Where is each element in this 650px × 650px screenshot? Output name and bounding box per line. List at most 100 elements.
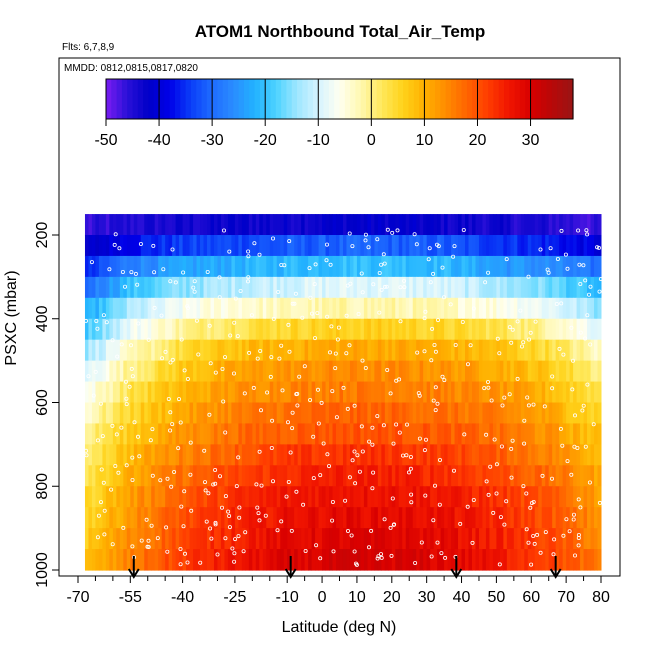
heatmap-cell	[287, 381, 292, 404]
heatmap-cell	[210, 297, 215, 320]
heatmap-cell	[461, 507, 466, 529]
heatmap-cell	[336, 339, 340, 362]
heatmap-cell	[262, 276, 267, 299]
heatmap-cell	[220, 486, 225, 508]
heatmap-cell	[395, 486, 400, 508]
heatmap-cell	[217, 486, 222, 508]
heatmap-cell	[234, 444, 239, 466]
heatmap-cell	[405, 465, 410, 487]
heatmap-cell	[388, 528, 393, 550]
heatmap-cell	[478, 381, 483, 404]
heatmap-cell	[370, 339, 375, 362]
track-point	[379, 262, 384, 267]
heatmap-cell	[454, 444, 459, 466]
heatmap-cell	[342, 360, 347, 383]
heatmap-cell	[391, 214, 396, 236]
heatmap-cell	[569, 507, 574, 529]
heatmap-cell	[304, 507, 309, 529]
heatmap-cell	[297, 549, 302, 571]
heatmap-cell	[478, 255, 483, 278]
heatmap-cell	[496, 255, 501, 278]
heatmap-cell	[311, 507, 316, 529]
heatmap-cell	[353, 360, 358, 383]
heatmap-cell	[363, 486, 368, 508]
track-point	[559, 228, 564, 233]
heatmap-cell	[116, 360, 121, 383]
colorbar-segment	[180, 79, 187, 119]
heatmap-cell	[273, 381, 278, 404]
heatmap-cell	[269, 214, 274, 236]
heatmap-cell	[315, 255, 320, 278]
heatmap-cell	[360, 402, 365, 425]
heatmap-cell	[332, 507, 337, 529]
heatmap-cell	[112, 318, 117, 341]
heatmap-cell	[259, 486, 264, 508]
heatmap-cell	[238, 297, 243, 320]
heatmap-cell	[318, 402, 323, 425]
heatmap-cell	[308, 402, 313, 425]
heatmap-cell	[384, 297, 389, 320]
chart-title: ATOM1 Northbound Total_Air_Temp	[195, 22, 486, 41]
heatmap-cell	[112, 402, 117, 425]
heatmap-cell	[342, 528, 347, 550]
heatmap-cell	[437, 214, 442, 236]
track-point	[100, 434, 105, 439]
heatmap-cell	[513, 486, 518, 508]
heatmap-cell	[109, 528, 114, 550]
heatmap-cell	[461, 486, 466, 508]
track-point	[437, 457, 442, 462]
heatmap-cell	[273, 465, 278, 487]
heatmap-cell	[147, 423, 152, 445]
heatmap-cell	[468, 318, 473, 341]
colorbar-segment	[302, 79, 309, 119]
track-point	[290, 301, 295, 306]
heatmap-cell	[398, 360, 403, 383]
track-point	[139, 538, 144, 543]
heatmap-cell	[524, 276, 529, 299]
heatmap-cell	[409, 507, 414, 529]
heatmap-cell	[186, 381, 191, 404]
heatmap-cell	[325, 255, 330, 278]
heatmap-cell	[405, 402, 410, 425]
heatmap-cell	[168, 402, 173, 425]
heatmap-cell	[322, 318, 327, 341]
heatmap-cell	[133, 507, 138, 529]
heatmap-cell	[444, 276, 449, 299]
track-point	[321, 441, 326, 446]
heatmap-cell	[510, 528, 515, 550]
heatmap-cell	[562, 214, 567, 236]
heatmap-cell	[339, 255, 344, 278]
heatmap-cell	[374, 402, 379, 425]
colorbar-segment	[408, 79, 415, 119]
track-point	[345, 406, 350, 411]
track-point	[161, 267, 166, 272]
track-point	[213, 522, 218, 527]
heatmap-cell	[492, 423, 497, 445]
heatmap-cell	[395, 465, 400, 487]
track-point	[179, 337, 184, 342]
heatmap-cell	[207, 276, 211, 299]
track-point	[146, 538, 151, 543]
heatmap-cell	[454, 528, 459, 550]
heatmap-cell	[412, 318, 417, 341]
track-point	[563, 252, 568, 257]
heatmap-cell	[381, 214, 386, 236]
colorbar-segment	[159, 79, 165, 119]
heatmap-cell	[499, 423, 504, 445]
track-point	[124, 379, 129, 384]
heatmap-cell	[471, 360, 476, 383]
heatmap-cell	[447, 318, 452, 341]
track-point	[251, 385, 256, 390]
track-point	[347, 475, 352, 480]
heatmap-cell	[137, 549, 142, 571]
track-point	[558, 426, 563, 431]
heatmap-cell	[116, 528, 121, 550]
heatmap-cell	[388, 297, 393, 320]
colorbar-segment	[185, 79, 192, 119]
track-point	[288, 450, 293, 455]
track-point	[226, 509, 231, 514]
heatmap-cell	[315, 528, 320, 550]
heatmap-cell	[419, 465, 424, 487]
heatmap-cell	[98, 255, 103, 278]
heatmap-cell	[116, 402, 121, 425]
